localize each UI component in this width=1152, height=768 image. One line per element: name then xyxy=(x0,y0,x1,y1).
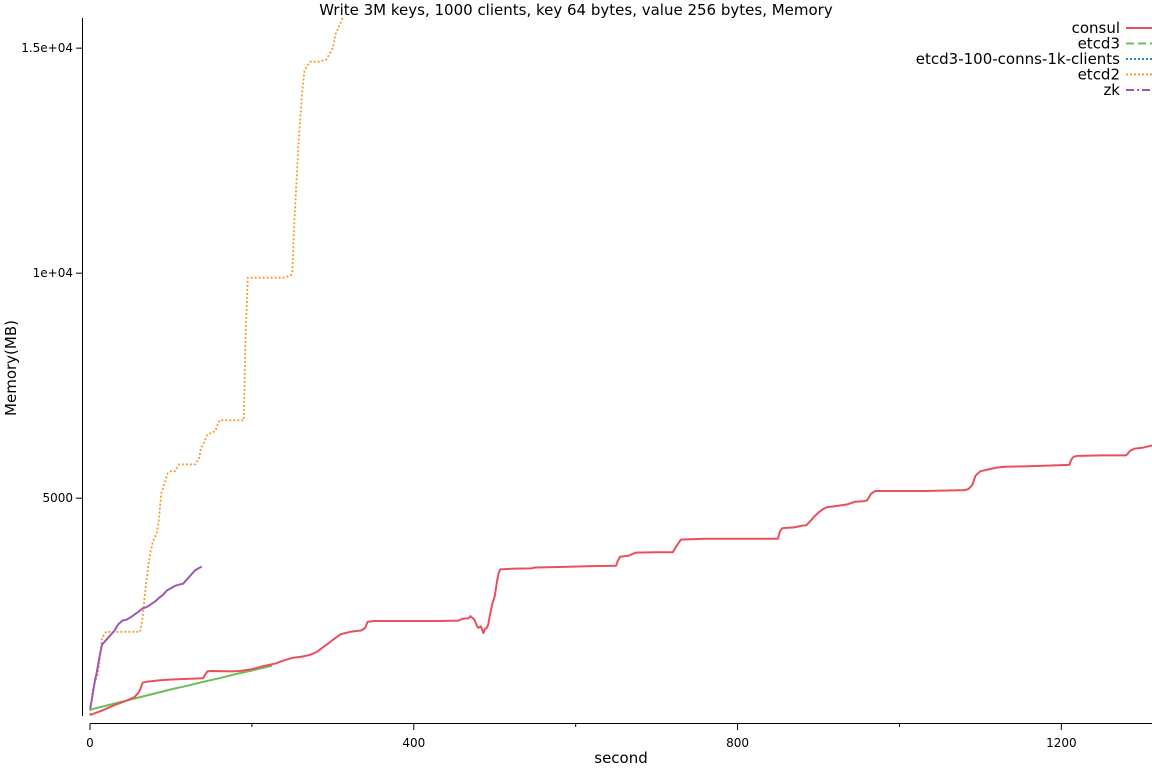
x-tick-label: 0 xyxy=(86,736,94,750)
y-axis-ticks: 5000 1e+04 1.5e+04 xyxy=(21,41,83,505)
y-axis-label: Memory(MB) xyxy=(2,320,20,416)
series-lines xyxy=(89,17,1152,717)
series-line-etcd2 xyxy=(89,17,344,716)
y-tick-label: 1.5e+04 xyxy=(21,41,73,55)
series-line-consul xyxy=(89,444,1152,717)
x-tick-label: 1200 xyxy=(1046,736,1077,750)
x-tick-label: 400 xyxy=(402,736,425,750)
y-tick-label: 1e+04 xyxy=(33,266,73,280)
legend-label-etcd3-100-conns-1k-clients: etcd3-100-conns-1k-clients xyxy=(916,50,1120,68)
x-tick-label: 800 xyxy=(726,736,749,750)
legend-label-etcd3: etcd3 xyxy=(1078,35,1120,53)
x-axis-ticks: 0 400 800 1200 xyxy=(86,723,1077,750)
chart-title: Write 3M keys, 1000 clients, key 64 byte… xyxy=(319,1,833,19)
legend-label-zk: zk xyxy=(1103,81,1120,99)
series-line-zk xyxy=(89,565,203,710)
x-axis-label: second xyxy=(594,749,648,767)
legend-label-consul: consul xyxy=(1072,19,1120,37)
y-tick-label: 5000 xyxy=(42,491,73,505)
legend: consuletcd3etcd3-100-conns-1k-clientsetc… xyxy=(916,19,1152,99)
legend-label-etcd2: etcd2 xyxy=(1078,66,1120,84)
